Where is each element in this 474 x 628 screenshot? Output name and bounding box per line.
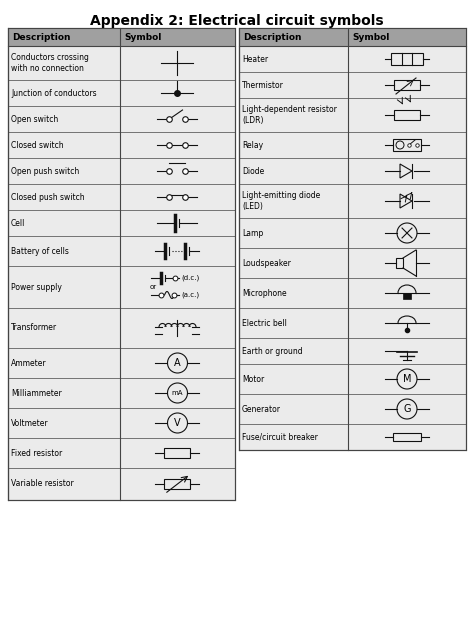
Text: Open push switch: Open push switch (11, 166, 79, 175)
Text: mA: mA (172, 390, 183, 396)
Text: Generator: Generator (242, 404, 281, 413)
Text: Description: Description (12, 33, 71, 41)
Text: Earth or ground: Earth or ground (242, 347, 302, 355)
Text: Motor: Motor (242, 374, 264, 384)
Text: Symbol: Symbol (124, 33, 161, 41)
Text: G: G (403, 404, 411, 414)
Text: A: A (174, 358, 181, 368)
Text: (d.c.): (d.c.) (182, 275, 200, 281)
Text: Appendix 2: Electrical circuit symbols: Appendix 2: Electrical circuit symbols (90, 14, 384, 28)
Bar (403, 293, 411, 299)
Text: Fuse/circuit breaker: Fuse/circuit breaker (242, 433, 318, 441)
Text: Milliammeter: Milliammeter (11, 389, 62, 398)
Text: Junction of conductors: Junction of conductors (11, 89, 97, 97)
Text: Conductors crossing
with no connection: Conductors crossing with no connection (11, 53, 89, 73)
Bar (239, 28, 466, 450)
Text: Power supply: Power supply (11, 283, 62, 291)
Text: Light-dependent resistor
(LDR): Light-dependent resistor (LDR) (242, 106, 337, 125)
Text: Electric bell: Electric bell (242, 318, 287, 327)
Text: Description: Description (243, 33, 301, 41)
Text: Heater: Heater (242, 55, 268, 63)
Bar (396, 258, 403, 268)
Text: Battery of cells: Battery of cells (11, 247, 69, 256)
Bar (164, 479, 191, 489)
Bar (394, 110, 420, 120)
Text: M: M (403, 374, 411, 384)
Text: Ammeter: Ammeter (11, 359, 46, 367)
Text: (a.c.): (a.c.) (182, 292, 200, 298)
Text: Voltmeter: Voltmeter (11, 418, 49, 428)
Text: Light-emitting diode
(LED): Light-emitting diode (LED) (242, 192, 320, 211)
Text: Cell: Cell (11, 219, 26, 227)
Bar (8, 28, 235, 500)
Bar (164, 448, 191, 458)
Text: Lamp: Lamp (242, 229, 263, 237)
Text: Symbol: Symbol (352, 33, 389, 41)
Bar (393, 139, 421, 151)
Bar (391, 53, 423, 65)
Text: Relay: Relay (242, 141, 263, 149)
Bar (239, 28, 466, 46)
Text: Transformer: Transformer (11, 323, 57, 332)
Bar (393, 433, 421, 441)
Text: Diode: Diode (242, 166, 264, 175)
Text: Closed switch: Closed switch (11, 141, 64, 149)
Text: Open switch: Open switch (11, 114, 58, 124)
Text: Microphone: Microphone (242, 288, 287, 298)
Text: Loudspeaker: Loudspeaker (242, 259, 291, 268)
Bar (8, 28, 235, 46)
Bar (394, 80, 420, 90)
Text: Fixed resistor: Fixed resistor (11, 448, 62, 458)
Text: Closed push switch: Closed push switch (11, 193, 85, 202)
Text: Variable resistor: Variable resistor (11, 480, 74, 489)
Text: V: V (174, 418, 181, 428)
Text: Thermistor: Thermistor (242, 80, 284, 90)
Text: or: or (149, 284, 156, 290)
